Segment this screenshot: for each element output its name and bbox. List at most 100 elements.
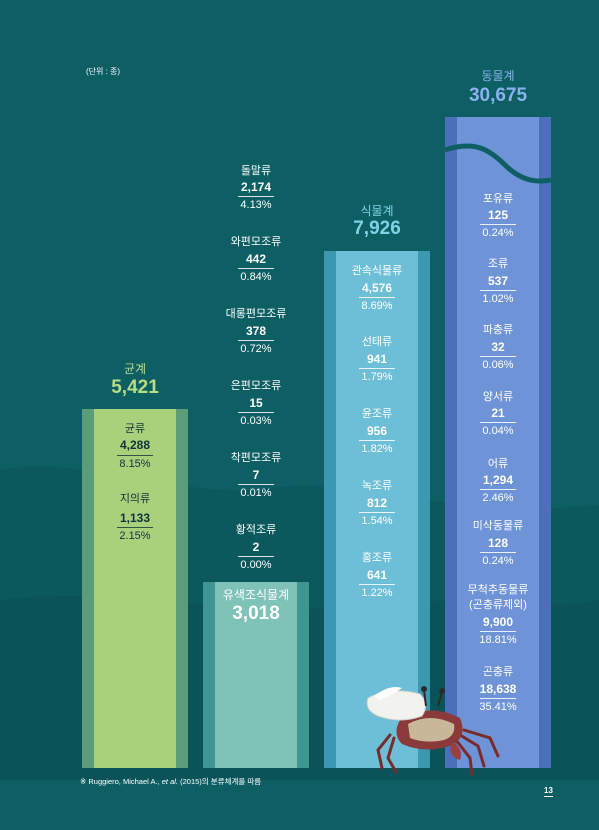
item-percent: 8.69% — [361, 300, 393, 312]
item-rule — [480, 356, 516, 357]
item-percent: 1.02% — [482, 293, 514, 305]
item-percent: 0.00% — [240, 559, 272, 571]
item-count: 18,638 — [479, 682, 517, 696]
item-count: 15 — [249, 396, 263, 410]
item-percent: 0.04% — [482, 425, 514, 437]
item-count: 641 — [366, 568, 388, 582]
item-rule — [359, 368, 395, 369]
item-rule — [238, 556, 274, 557]
footnote-etal: et al. — [161, 777, 179, 786]
group-total-plantae: 7,926 — [353, 218, 401, 239]
group-total-chromista: 3,018 — [232, 603, 280, 624]
item-label: 어류 — [487, 458, 509, 470]
item-rule — [480, 489, 516, 490]
item-count: 1,133 — [119, 511, 151, 525]
item-label: 미삭동물류 — [472, 520, 524, 532]
item-percent: 0.72% — [240, 343, 272, 355]
item-label: 착편모조류 — [230, 452, 282, 464]
item-percent: 2.15% — [119, 530, 151, 542]
item-percent: 0.24% — [482, 555, 514, 567]
item-label: 황적조류 — [235, 524, 277, 536]
item-count: 4,288 — [119, 438, 151, 452]
bar-plantae — [324, 251, 430, 768]
item-percent: 0.84% — [240, 271, 272, 283]
item-count: 956 — [366, 424, 388, 438]
item-rule — [238, 268, 274, 269]
group-total-animalia: 30,675 — [468, 85, 528, 106]
item-percent: 4.13% — [240, 199, 272, 211]
item-rule — [480, 422, 516, 423]
item-label-sub: (곤충류제외) — [469, 599, 527, 611]
item-label: 파충류 — [482, 324, 514, 336]
item-rule — [238, 340, 274, 341]
bar-fungi — [82, 409, 188, 768]
item-label: 윤조류 — [361, 408, 393, 420]
item-rule — [480, 552, 516, 553]
crab-eye — [439, 688, 445, 694]
item-label: 홍조류 — [361, 552, 393, 564]
page-number: 13 — [544, 786, 553, 797]
item-count: 2 — [252, 540, 260, 554]
item-rule — [480, 631, 516, 632]
item-label: 대롱편모조류 — [225, 308, 287, 320]
footnote: ※ Ruggiero, Michael A., et al. (2015)의 분… — [80, 776, 261, 787]
item-label: 은편모조류 — [230, 380, 282, 392]
crab-eyes — [423, 689, 443, 707]
item-label: 곤충류 — [482, 666, 514, 678]
item-count: 7 — [252, 468, 260, 482]
item-label: 녹조류 — [361, 480, 393, 492]
item-count: 21 — [491, 406, 505, 420]
item-percent: 0.03% — [240, 415, 272, 427]
item-label: 양서류 — [482, 391, 514, 403]
item-rule — [238, 412, 274, 413]
crab-eye — [421, 686, 427, 692]
item-count: 941 — [366, 352, 388, 366]
item-rule — [359, 440, 395, 441]
footnote-prefix: ※ Ruggiero, Michael A., — [80, 777, 162, 786]
unit-note: (단위 : 종) — [86, 67, 121, 76]
item-label: 균류 — [124, 423, 146, 435]
item-rule — [117, 455, 153, 456]
group-name-animalia: 동물계 — [481, 69, 515, 83]
item-count: 442 — [245, 252, 267, 266]
item-percent: 1.54% — [361, 515, 393, 527]
crab-claw-tip — [374, 687, 402, 700]
item-rule — [480, 290, 516, 291]
item-label: 지의류 — [119, 493, 151, 505]
item-count: 125 — [487, 208, 509, 222]
item-rule — [359, 297, 395, 298]
fiddler-crab-illustration — [366, 686, 500, 776]
item-rule — [359, 584, 395, 585]
item-percent: 2.46% — [482, 492, 514, 504]
item-percent: 0.01% — [240, 487, 272, 499]
crab-small-claw — [450, 742, 461, 760]
item-label: 관속식물류 — [351, 265, 403, 277]
item-count: 4,576 — [361, 281, 393, 295]
item-rule — [238, 196, 274, 197]
item-rule — [359, 512, 395, 513]
footnote-suffix: (2015)의 분류체계를 따름 — [178, 777, 262, 786]
item-percent: 18.81% — [479, 634, 517, 646]
item-count: 378 — [245, 324, 267, 338]
item-count: 128 — [487, 536, 509, 550]
item-rule — [480, 698, 516, 699]
bar-chromista — [203, 582, 309, 768]
item-count: 2,174 — [240, 180, 272, 194]
item-percent: 35.41% — [479, 701, 517, 713]
item-count: 812 — [366, 496, 388, 510]
item-count: 1,294 — [482, 473, 514, 487]
item-count: 9,900 — [482, 615, 514, 629]
item-percent: 1.22% — [361, 587, 393, 599]
group-name-chromista: 유색조식물계 — [222, 588, 290, 602]
item-percent: 0.24% — [482, 227, 514, 239]
crab-carapace-pattern — [408, 718, 455, 742]
item-count: 537 — [487, 274, 509, 288]
group-total-fungi: 5,421 — [111, 377, 159, 398]
bar-animalia — [445, 117, 551, 768]
item-percent: 0.06% — [482, 359, 514, 371]
item-rule — [117, 527, 153, 528]
item-percent: 1.82% — [361, 443, 393, 455]
group-name-plantae: 식물계 — [360, 204, 394, 218]
item-rule — [238, 484, 274, 485]
